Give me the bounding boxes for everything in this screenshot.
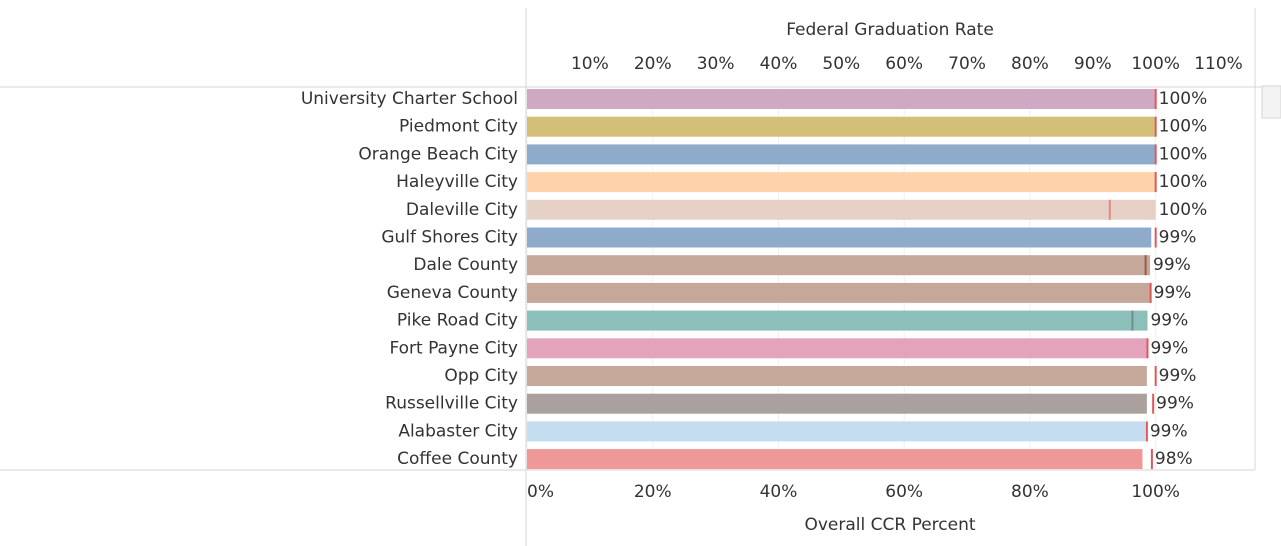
y-tick-label: Piedmont City	[399, 117, 518, 137]
y-tick-label: Daleville City	[406, 200, 518, 220]
bar	[527, 116, 1156, 137]
x-tick-label: 80%	[1011, 482, 1049, 502]
value-label: 100%	[1159, 200, 1208, 220]
bar	[527, 144, 1156, 165]
y-tick-label: Haleyville City	[396, 172, 518, 192]
x2-tick-label: 80%	[1011, 54, 1049, 74]
y-tick-label: Orange Beach City	[358, 144, 518, 164]
x2-tick-label: 110%	[1194, 54, 1243, 74]
bar	[527, 199, 1156, 220]
value-label: 99%	[1154, 283, 1192, 303]
y-tick-label: Opp City	[444, 366, 518, 386]
bar	[527, 255, 1151, 276]
x2-tick-label: 50%	[822, 54, 860, 74]
x2-tick-label: 40%	[760, 54, 798, 74]
x2-tick-label: 70%	[948, 54, 986, 74]
bar	[527, 449, 1143, 470]
y-tick-label: Russellville City	[385, 394, 518, 414]
x2-tick-label: 100%	[1131, 54, 1180, 74]
bar	[527, 282, 1151, 303]
bar	[527, 393, 1147, 414]
y-tick-label: Geneva County	[387, 283, 518, 303]
y-tick-label: Alabaster City	[398, 421, 518, 441]
bar	[527, 421, 1146, 442]
value-label: 98%	[1155, 449, 1193, 469]
scrollbar[interactable]	[1261, 85, 1281, 119]
bar	[527, 310, 1148, 331]
x2-tick-label: 30%	[697, 54, 735, 74]
value-label: 99%	[1153, 255, 1191, 275]
x2-tick-label: 60%	[885, 54, 923, 74]
y-tick-label: University Charter School	[301, 89, 518, 109]
y-tick-label: Fort Payne City	[389, 338, 518, 358]
y-tick-label: Pike Road City	[397, 311, 518, 331]
y-tick-label: Dale County	[413, 255, 518, 275]
value-label: 99%	[1159, 228, 1197, 248]
x2-tick-label: 10%	[571, 54, 609, 74]
x-tick-label: 20%	[634, 482, 672, 502]
y-tick-label: Coffee County	[397, 449, 518, 469]
value-label: 99%	[1159, 366, 1197, 386]
value-label: 100%	[1159, 117, 1208, 137]
value-label: 100%	[1159, 144, 1208, 164]
x-axis-title: Overall CCR Percent	[804, 515, 975, 535]
x-tick-label: 0%	[527, 482, 554, 502]
bar	[527, 172, 1156, 193]
bar	[527, 89, 1156, 109]
bar	[527, 366, 1147, 386]
x2-tick-label: 90%	[1074, 54, 1112, 74]
value-label: 99%	[1150, 338, 1188, 358]
x-tick-label: 100%	[1131, 482, 1180, 502]
value-label: 99%	[1150, 421, 1188, 441]
x-tick-label: 60%	[885, 482, 923, 502]
x2-tick-label: 20%	[634, 54, 672, 74]
value-label: 100%	[1159, 89, 1208, 109]
value-label: 100%	[1159, 172, 1208, 192]
y-tick-label: Gulf Shores City	[381, 228, 518, 248]
value-label: 99%	[1150, 311, 1188, 331]
x-tick-label: 40%	[760, 482, 798, 502]
bar	[527, 227, 1152, 248]
x2-axis-title: Federal Graduation Rate	[786, 20, 994, 40]
bar	[527, 338, 1148, 359]
value-label: 99%	[1156, 394, 1194, 414]
